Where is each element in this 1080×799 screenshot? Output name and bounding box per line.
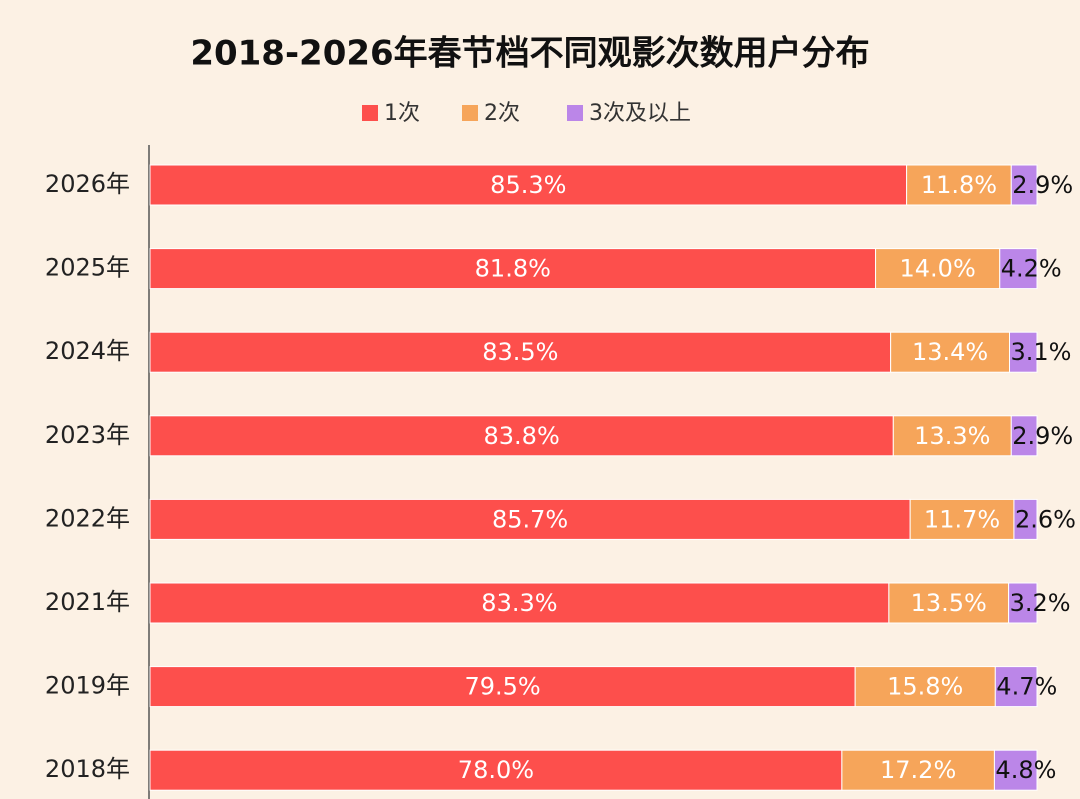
legend-swatch [362, 105, 378, 121]
data-label: 4.2% [1001, 255, 1062, 283]
data-label: 83.5% [482, 338, 558, 366]
legend-label: 3次及以上 [589, 101, 691, 126]
data-label: 81.8% [475, 255, 551, 283]
legend-label: 1次 [384, 101, 420, 126]
data-label: 15.8% [887, 673, 963, 701]
bar-segment [149, 164, 908, 206]
data-label: 3.2% [1010, 589, 1071, 617]
data-label: 2.9% [1012, 171, 1073, 199]
bar-segment [149, 415, 894, 457]
data-label: 2.6% [1015, 505, 1076, 533]
bar-segment [906, 164, 1012, 206]
bar-segment [149, 582, 890, 624]
bar-segment [1010, 415, 1038, 457]
bar-segment [149, 248, 877, 290]
y-tick-label: 2022年 [45, 504, 130, 532]
y-tick-label: 2024年 [45, 337, 130, 365]
data-label: 4.7% [996, 673, 1057, 701]
bar-segment [149, 749, 843, 791]
bar-segment [994, 666, 1038, 708]
bar-segment [854, 666, 996, 708]
data-label: 85.7% [492, 505, 568, 533]
bar-segment [841, 749, 995, 791]
bar-segment [993, 749, 1038, 791]
legend-swatch [462, 105, 478, 121]
bar-segment [1013, 498, 1038, 540]
bar-segment [1008, 582, 1038, 624]
bar-segment [909, 498, 1015, 540]
bar-segment [888, 582, 1010, 624]
data-label: 13.5% [911, 589, 987, 617]
data-label: 79.5% [464, 673, 540, 701]
y-tick-label: 2025年 [45, 254, 130, 282]
bar-segment [1009, 331, 1038, 373]
data-label: 11.8% [921, 171, 997, 199]
y-tick-label: 2021年 [45, 588, 130, 616]
data-label: 83.8% [484, 422, 560, 450]
data-label: 83.3% [481, 589, 557, 617]
bar-segment [1010, 164, 1038, 206]
data-label: 13.4% [912, 338, 988, 366]
data-label: 85.3% [490, 171, 566, 199]
legend-label: 2次 [484, 101, 520, 126]
data-label: 17.2% [880, 756, 956, 784]
data-label: 2.9% [1012, 422, 1073, 450]
bar-segment [149, 498, 911, 540]
chart-title: 2018-2026年春节档不同观影次数用户分布 [190, 34, 869, 74]
data-label: 14.0% [900, 255, 976, 283]
bar-segment [875, 248, 1001, 290]
y-tick-label: 2018年 [45, 755, 130, 783]
y-tick-label: 2023年 [45, 421, 130, 449]
y-tick-label: 2019年 [45, 672, 130, 700]
data-label: 13.3% [914, 422, 990, 450]
bar-segment [999, 248, 1038, 290]
y-tick-label: 2026年 [45, 170, 130, 198]
bar-segment [892, 415, 1012, 457]
legend-swatch [567, 105, 583, 121]
data-label: 11.7% [924, 505, 1000, 533]
data-label: 78.0% [458, 756, 534, 784]
data-label: 3.1% [1011, 338, 1072, 366]
data-label: 4.8% [995, 756, 1056, 784]
